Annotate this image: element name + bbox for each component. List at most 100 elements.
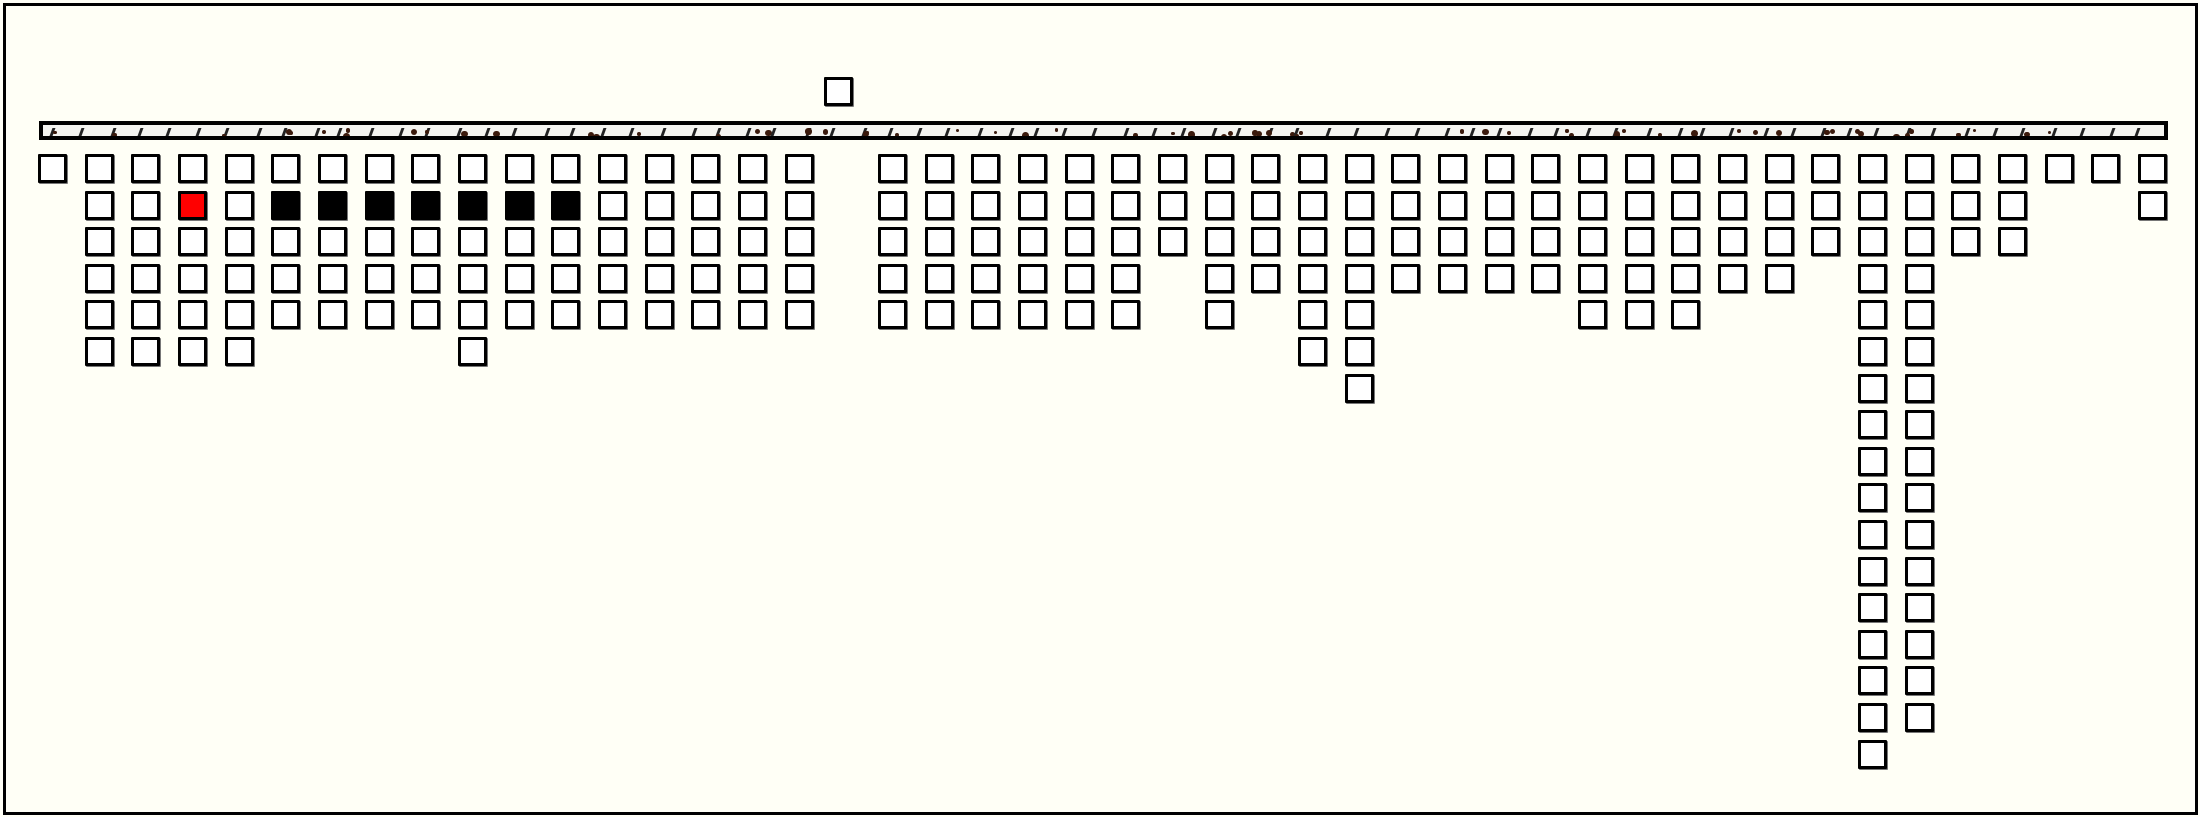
block-cell[interactable] <box>1858 557 1887 586</box>
block-cell[interactable] <box>645 191 674 220</box>
block-cell[interactable] <box>551 227 580 256</box>
block-cell[interactable] <box>1905 337 1934 366</box>
block-cell[interactable] <box>1298 337 1327 366</box>
block-cell[interactable] <box>1018 154 1047 183</box>
block-cell[interactable] <box>2138 191 2167 220</box>
block-cell[interactable] <box>1765 154 1794 183</box>
block-cell-black[interactable] <box>318 191 347 220</box>
block-cell[interactable] <box>1671 154 1700 183</box>
block-cell[interactable] <box>551 154 580 183</box>
block-cell[interactable] <box>365 264 394 293</box>
block-cell[interactable] <box>1718 227 1747 256</box>
block-cell[interactable] <box>551 264 580 293</box>
block-cell[interactable] <box>85 264 114 293</box>
block-cell[interactable] <box>1298 154 1327 183</box>
block-cell[interactable] <box>1905 557 1934 586</box>
block-cell[interactable] <box>925 154 954 183</box>
block-cell[interactable] <box>598 154 627 183</box>
block-cell[interactable] <box>878 300 907 329</box>
block-cell[interactable] <box>225 264 254 293</box>
block-cell[interactable] <box>785 154 814 183</box>
block-cell[interactable] <box>1905 264 1934 293</box>
block-cell[interactable] <box>1485 191 1514 220</box>
block-cell[interactable] <box>1531 191 1560 220</box>
block-cell[interactable] <box>1858 337 1887 366</box>
block-cell[interactable] <box>225 191 254 220</box>
block-cell[interactable] <box>925 264 954 293</box>
block-cell[interactable] <box>2138 154 2167 183</box>
block-cell[interactable] <box>1018 300 1047 329</box>
block-cell[interactable] <box>1951 154 1980 183</box>
block-cell[interactable] <box>925 227 954 256</box>
block-cell[interactable] <box>1858 410 1887 439</box>
block-cell-black[interactable] <box>458 191 487 220</box>
block-cell[interactable] <box>1905 227 1934 256</box>
block-cell[interactable] <box>1578 227 1607 256</box>
block-cell[interactable] <box>458 300 487 329</box>
block-cell[interactable] <box>1438 191 1467 220</box>
block-cell[interactable] <box>738 191 767 220</box>
block-cell[interactable] <box>1671 264 1700 293</box>
block-cell[interactable] <box>1205 264 1234 293</box>
block-cell[interactable] <box>1905 410 1934 439</box>
block-cell[interactable] <box>645 300 674 329</box>
block-cell[interactable] <box>131 264 160 293</box>
block-cell-black[interactable] <box>411 191 440 220</box>
block-cell[interactable] <box>1158 227 1187 256</box>
block-cell[interactable] <box>785 191 814 220</box>
block-cell[interactable] <box>1858 191 1887 220</box>
block-cell[interactable] <box>691 191 720 220</box>
block-cell[interactable] <box>1765 191 1794 220</box>
block-cell[interactable] <box>1905 300 1934 329</box>
block-cell[interactable] <box>318 300 347 329</box>
block-cell[interactable] <box>598 227 627 256</box>
block-cell[interactable] <box>178 227 207 256</box>
block-cell[interactable] <box>1251 154 1280 183</box>
block-cell[interactable] <box>1345 154 1374 183</box>
block-cell[interactable] <box>551 300 580 329</box>
block-cell[interactable] <box>505 154 534 183</box>
block-cell[interactable] <box>1858 630 1887 659</box>
block-cell[interactable] <box>1065 191 1094 220</box>
block-cell[interactable] <box>365 227 394 256</box>
block-cell[interactable] <box>1671 227 1700 256</box>
block-cell[interactable] <box>505 227 534 256</box>
block-cell[interactable] <box>85 191 114 220</box>
block-cell[interactable] <box>1205 191 1234 220</box>
block-cell[interactable] <box>1811 191 1840 220</box>
block-cell[interactable] <box>1018 264 1047 293</box>
block-cell[interactable] <box>1905 154 1934 183</box>
block-cell[interactable] <box>318 264 347 293</box>
block-cell[interactable] <box>1718 264 1747 293</box>
block-cell[interactable] <box>178 337 207 366</box>
block-cell[interactable] <box>1765 264 1794 293</box>
block-cell[interactable] <box>225 154 254 183</box>
block-cell[interactable] <box>1391 191 1420 220</box>
block-cell[interactable] <box>1205 227 1234 256</box>
block-cell[interactable] <box>505 300 534 329</box>
block-cell[interactable] <box>878 264 907 293</box>
block-cell[interactable] <box>1111 264 1140 293</box>
block-cell[interactable] <box>645 154 674 183</box>
block-cell[interactable] <box>271 154 300 183</box>
block-cell[interactable] <box>1251 264 1280 293</box>
block-cell[interactable] <box>1625 300 1654 329</box>
block-cell[interactable] <box>738 300 767 329</box>
block-cell[interactable] <box>225 227 254 256</box>
block-cell[interactable] <box>1438 154 1467 183</box>
block-cell[interactable] <box>458 154 487 183</box>
block-cell[interactable] <box>1438 264 1467 293</box>
block-cell[interactable] <box>1858 374 1887 403</box>
block-cell[interactable] <box>971 191 1000 220</box>
block-cell[interactable] <box>1298 264 1327 293</box>
block-cell[interactable] <box>1345 337 1374 366</box>
block-cell[interactable] <box>85 337 114 366</box>
block-cell[interactable] <box>1251 191 1280 220</box>
block-cell[interactable] <box>1205 300 1234 329</box>
block-cell[interactable] <box>131 227 160 256</box>
block-cell[interactable] <box>1111 154 1140 183</box>
block-cell[interactable] <box>691 154 720 183</box>
block-cell[interactable] <box>411 154 440 183</box>
block-cell[interactable] <box>1625 264 1654 293</box>
block-cell[interactable] <box>1858 154 1887 183</box>
